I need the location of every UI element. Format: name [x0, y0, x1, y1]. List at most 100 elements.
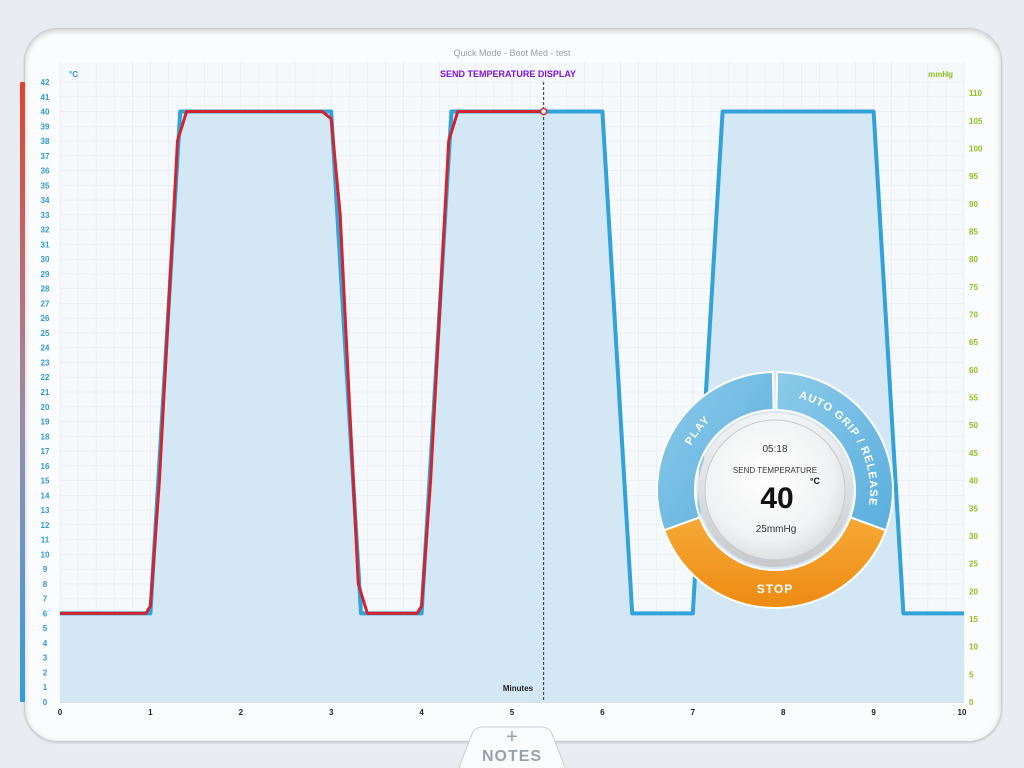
- y-right-tick-label: 40: [969, 477, 978, 486]
- chart-title: SEND TEMPERATURE DISPLAY: [440, 69, 576, 79]
- y-left-tick-label: 15: [41, 477, 50, 486]
- notes-plus-icon[interactable]: +: [506, 726, 518, 748]
- y-left-tick-label: 40: [41, 108, 50, 117]
- y-right-tick-label: 10: [969, 643, 978, 652]
- y-right-tick-label: 75: [969, 283, 978, 292]
- y-right-tick-label: 30: [969, 532, 978, 541]
- y-right-tick-label: 70: [969, 311, 978, 320]
- y-right-tick-label: 5: [969, 670, 974, 679]
- x-tick-label: 9: [871, 708, 876, 717]
- y-left-tick-label: 41: [41, 93, 50, 102]
- y-left-tick-label: 12: [41, 521, 50, 530]
- y-left-tick-label: 33: [41, 211, 50, 220]
- x-tick-label: 10: [958, 708, 967, 717]
- y-left-tick-label: 0: [43, 698, 48, 707]
- y-left-tick-label: 31: [41, 240, 50, 249]
- y-left-tick-label: 36: [41, 167, 50, 176]
- x-tick-label: 7: [691, 708, 696, 717]
- y-right-tick-label: 65: [969, 338, 978, 347]
- y-right-tick-label: 35: [969, 504, 978, 513]
- dial-face: [704, 419, 846, 561]
- y-left-tick-label: 23: [41, 358, 50, 367]
- y-left-tick-label: 1: [43, 683, 48, 692]
- y-left-tick-label: 4: [43, 639, 48, 648]
- y-left-tick-label: 25: [41, 329, 50, 338]
- elapsed-time: 05:18: [762, 444, 787, 455]
- y-left-tick-label: 17: [41, 447, 50, 456]
- y-left-tick-label: 32: [41, 226, 50, 235]
- y-left-tick-label: 2: [43, 668, 48, 677]
- y-left-tick-label: 3: [43, 654, 48, 663]
- y-left-tick-label: 27: [41, 299, 50, 308]
- page-title: Quick Mode - Boot Med - test: [453, 48, 571, 58]
- x-tick-label: 2: [239, 708, 244, 717]
- y-right-tick-label: 50: [969, 421, 978, 430]
- right-unit-label: mmHg: [928, 70, 953, 79]
- notes-button[interactable]: NOTES: [481, 748, 543, 765]
- y-right-tick-label: 45: [969, 449, 978, 458]
- y-left-tick-label: 34: [41, 196, 50, 205]
- y-left-tick-label: 8: [43, 580, 48, 589]
- y-left-tick-label: 16: [41, 462, 50, 471]
- x-tick-label: 0: [58, 708, 63, 717]
- stop-button[interactable]: [662, 516, 888, 609]
- y-left-tick-label: 9: [43, 565, 48, 574]
- x-tick-label: 5: [510, 708, 515, 717]
- x-tick-label: 1: [148, 708, 153, 717]
- y-left-tick-label: 21: [41, 388, 50, 397]
- x-tick-label: 4: [419, 708, 424, 717]
- mode-label: SEND TEMPERATURE: [733, 466, 817, 475]
- time-cursor-dot[interactable]: [539, 107, 548, 116]
- x-tick-label: 3: [329, 708, 334, 717]
- y-left-tick-label: 7: [43, 595, 48, 604]
- pressure-value: 25mmHg: [756, 524, 797, 535]
- y-left-tick-label: 42: [41, 78, 50, 87]
- y-left-tick-label: 14: [41, 491, 50, 500]
- y-left-tick-label: 18: [41, 432, 50, 441]
- y-left-tick-label: 6: [43, 609, 48, 618]
- temperature-value: 40: [760, 482, 793, 515]
- stop-label: STOP: [757, 582, 793, 596]
- y-left-tick-label: 30: [41, 255, 50, 264]
- y-right-tick-label: 25: [969, 560, 978, 569]
- y-right-tick-label: 100: [969, 144, 983, 153]
- play-button[interactable]: [656, 370, 775, 532]
- y-right-tick-label: 105: [969, 117, 983, 126]
- y-left-tick-label: 11: [41, 536, 50, 545]
- x-tick-label: 8: [781, 708, 786, 717]
- y-left-tick-label: 29: [41, 270, 50, 279]
- y-right-tick-label: 20: [969, 587, 978, 596]
- y-left-tick-label: 24: [41, 344, 50, 353]
- x-tick-label: 6: [600, 708, 605, 717]
- y-right-tick-label: 0: [969, 698, 974, 707]
- y-left-tick-label: 10: [41, 550, 50, 559]
- y-right-tick-label: 15: [969, 615, 978, 624]
- y-right-tick-label: 110: [969, 89, 982, 98]
- actual-line: [60, 110, 544, 615]
- y-right-tick-label: 95: [969, 172, 978, 181]
- y-left-tick-label: 37: [41, 152, 50, 161]
- y-left-tick-label: 13: [41, 506, 50, 515]
- x-axis: 0 1 2 3 4 5 6 7 8 9 10: [58, 708, 967, 717]
- notes-tab[interactable]: [458, 726, 566, 768]
- temperature-unit: °C: [810, 476, 821, 486]
- y-right-tick-label: 60: [969, 366, 978, 375]
- left-unit-label: °C: [69, 70, 78, 79]
- y-left-tick-label: 39: [41, 122, 50, 131]
- y-axis-left: 0123456789101112131415161718192021222324…: [41, 78, 50, 707]
- control-dial: PLAY AUTO GRIP / RELEASE 05:18 SEND TEMP…: [656, 370, 894, 609]
- x-axis-label: Minutes: [503, 684, 534, 693]
- y-left-tick-label: 5: [43, 624, 48, 633]
- y-right-tick-label: 85: [969, 227, 978, 236]
- y-left-tick-label: 28: [41, 285, 50, 294]
- y-left-tick-label: 35: [41, 181, 50, 190]
- y-right-tick-label: 90: [969, 200, 978, 209]
- y-left-tick-label: 20: [41, 403, 50, 412]
- y-axis-right: 0 5 10 15 20 25 30 35 40 45 50 55 60 65 70 75 80 85 90 95 10…: [969, 89, 983, 707]
- y-left-tick-label: 22: [41, 373, 50, 382]
- y-right-tick-label: 55: [969, 394, 978, 403]
- y-right-tick-label: 80: [969, 255, 978, 264]
- temperature-gradient-bar: [20, 82, 25, 702]
- y-left-tick-label: 38: [41, 137, 50, 146]
